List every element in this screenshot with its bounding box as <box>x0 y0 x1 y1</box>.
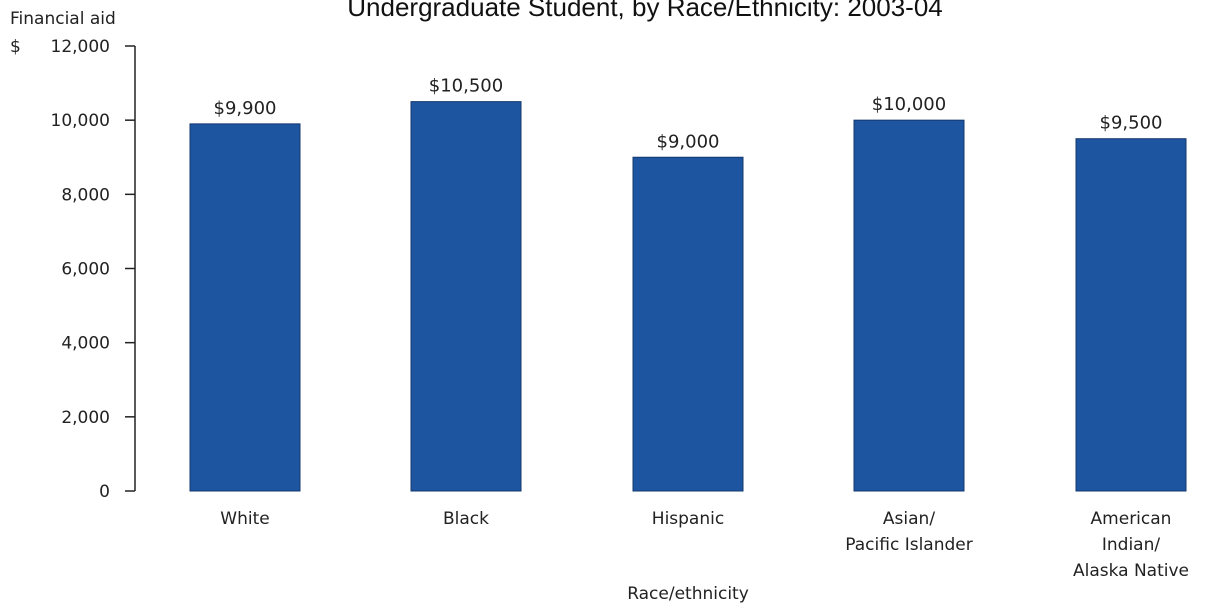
y-tick-label: 2,000 <box>61 408 110 428</box>
bar <box>1075 138 1187 492</box>
bar-value-label: $9,000 <box>657 131 720 152</box>
value-labels-group: $9,900 $10,500 $9,000 $10,000 $9,500 <box>214 76 1163 153</box>
y-axis-ticks: 0 2,000 4,000 6,000 8,000 10,000 12,000 $ <box>10 37 135 502</box>
x-tick-label: Indian/ <box>1102 535 1160 555</box>
y-tick-label: 0 <box>99 482 110 502</box>
y-tick-label: 6,000 <box>61 260 110 280</box>
x-tick-label: Asian/ <box>883 509 935 529</box>
y-tick-label: 10,000 <box>51 111 110 131</box>
bar-value-label: $9,500 <box>1100 113 1163 134</box>
bar-value-label: $10,000 <box>872 94 946 115</box>
x-tick-label: White <box>220 509 269 529</box>
y-tick-label: 8,000 <box>61 185 110 205</box>
y-axis-label: Financial aid <box>10 9 116 29</box>
bar <box>410 101 522 492</box>
x-tick-label: Alaska Native <box>1073 561 1189 581</box>
bar <box>632 156 744 492</box>
y-unit-prefix: $ <box>10 37 21 57</box>
x-tick-label: Black <box>443 509 489 529</box>
x-tick-label: Pacific Islander <box>845 535 972 555</box>
x-tick-label: Hispanic <box>652 509 724 529</box>
chart-title: Undergraduate Student, by Race/Ethnicity… <box>347 0 943 22</box>
y-tick-label: 12,000 <box>51 37 110 57</box>
category-labels-group: White Black Hispanic Asian/Pacific Islander… <box>220 509 1189 581</box>
bar-value-label: $9,900 <box>214 98 277 119</box>
x-axis-label: Race/ethnicity <box>627 584 749 604</box>
bar-value-label: $10,500 <box>429 76 503 97</box>
bar <box>189 123 301 492</box>
y-tick-label: 4,000 <box>61 334 110 354</box>
bars-group <box>189 101 1187 492</box>
x-tick-label: American <box>1091 509 1172 529</box>
bar <box>853 119 965 492</box>
